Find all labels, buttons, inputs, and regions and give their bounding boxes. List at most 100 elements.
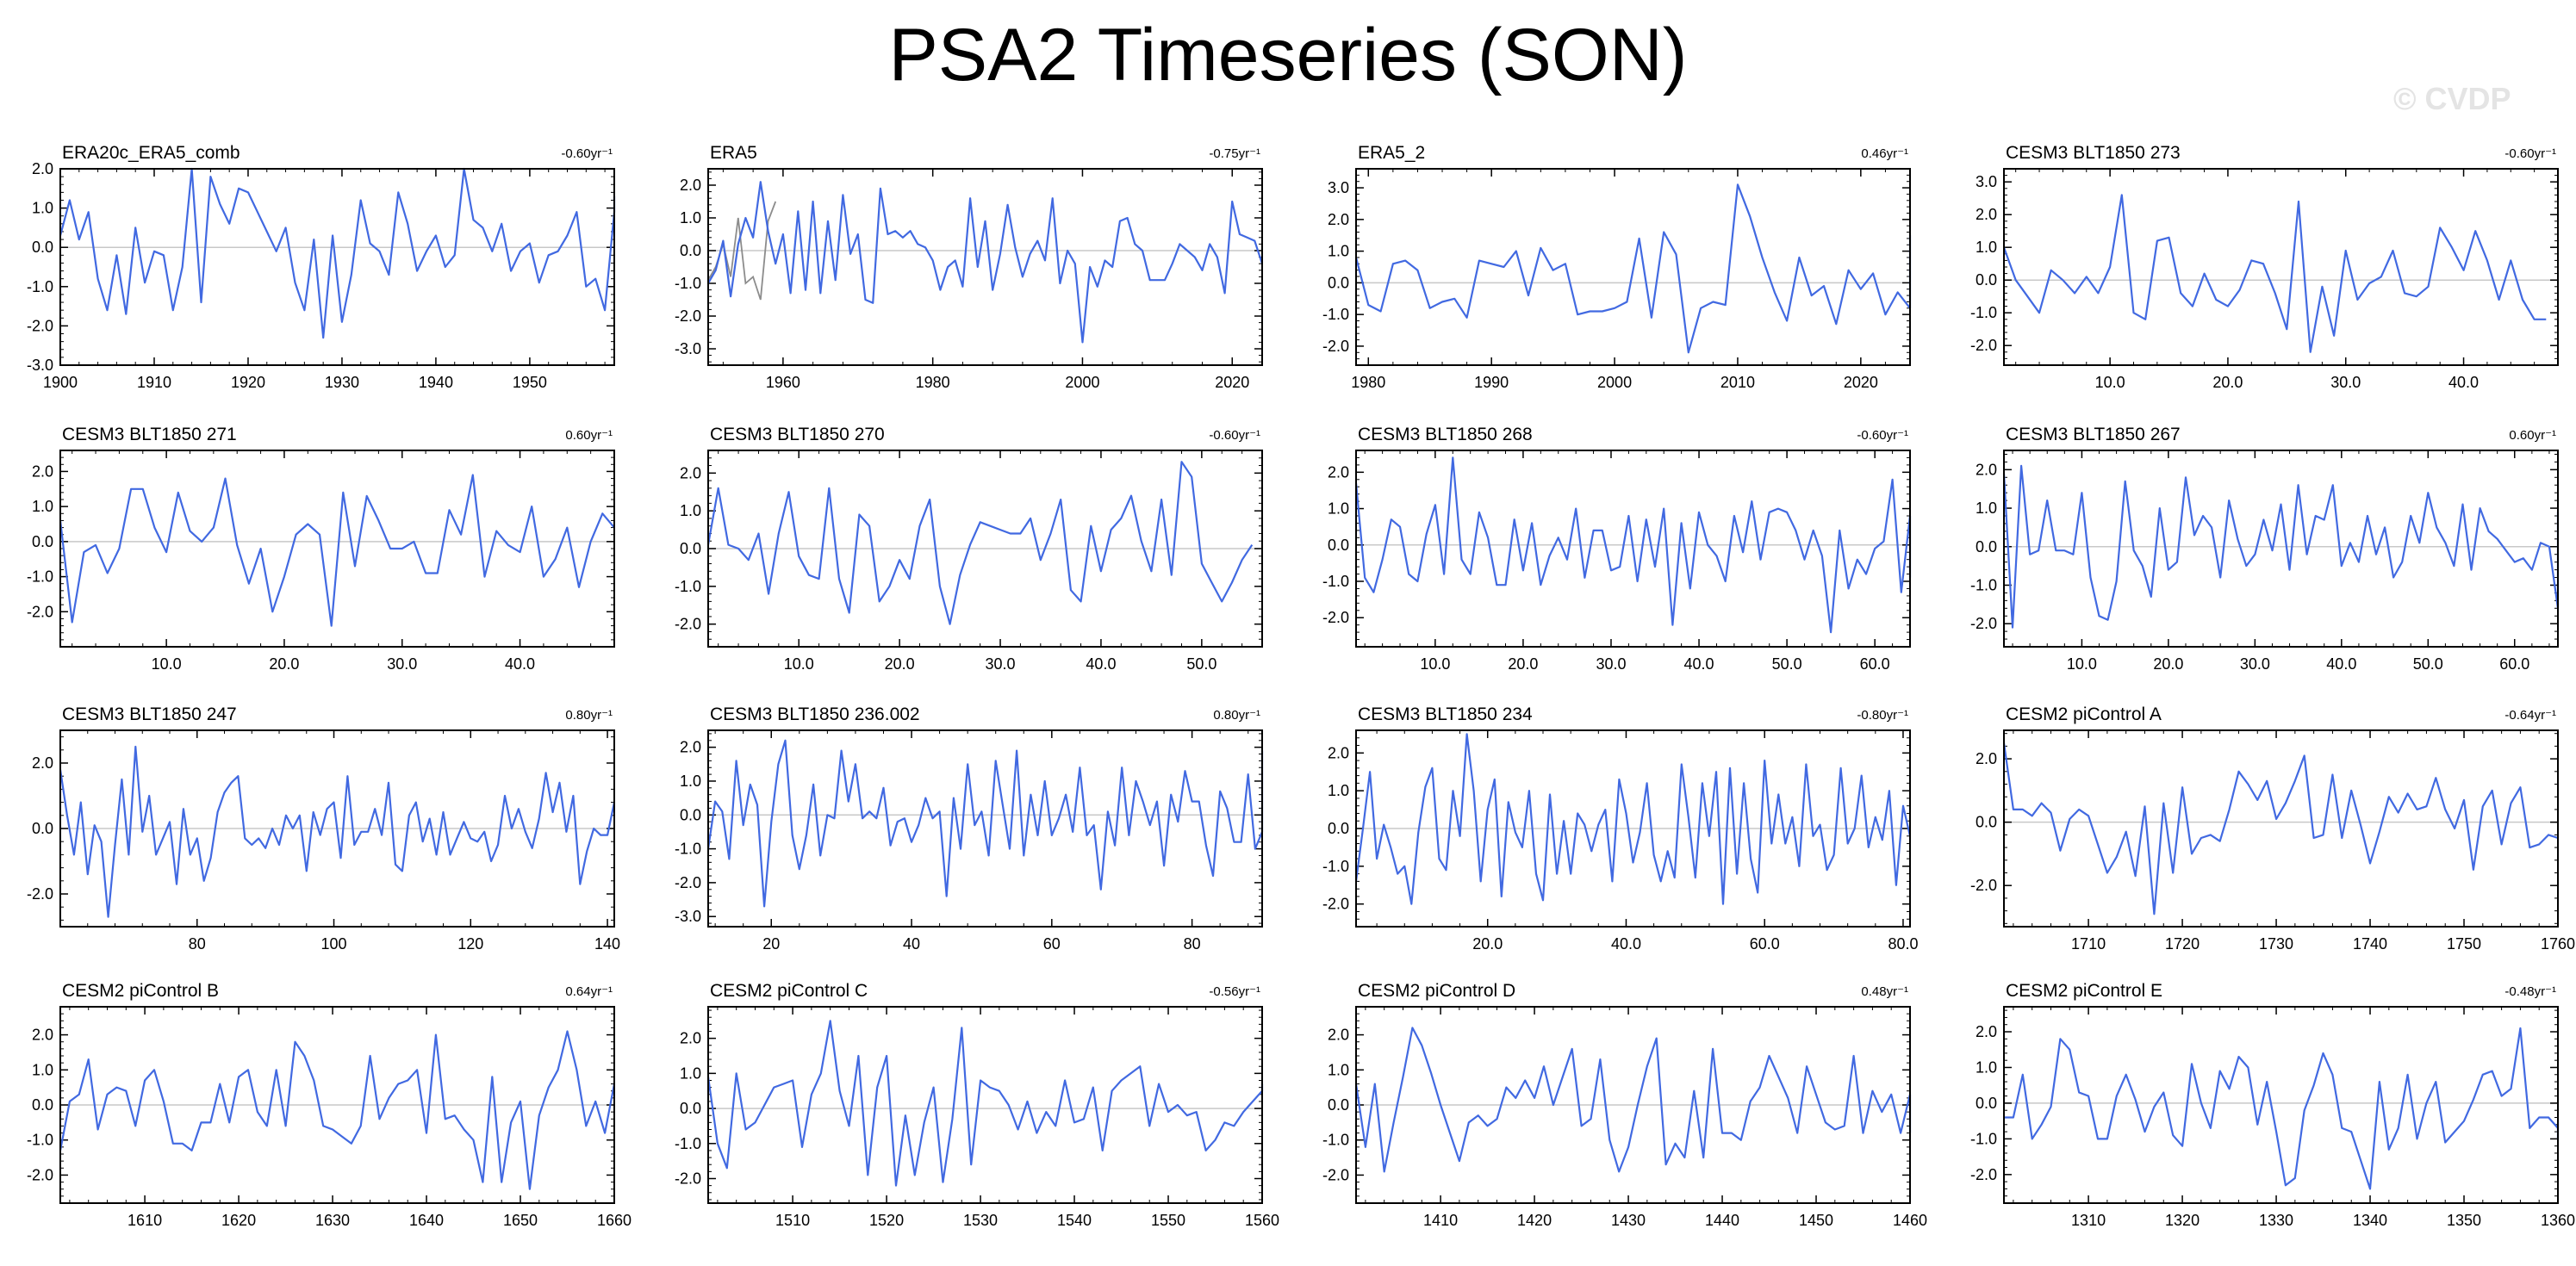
y-tick-label: -1.0 xyxy=(675,1135,701,1152)
y-tick-label: 0.0 xyxy=(1328,1096,1349,1114)
panel-11: CESM2 piControl A -0.64yr⁻¹ -2.0 0.0 2.0 1710… xyxy=(1970,704,2575,953)
panel-5: CESM3 BLT1850 270 -0.60yr⁻¹ -2.0 -1.0 0.0 1.0… xyxy=(675,425,1263,673)
x-tick-label: 120 xyxy=(457,935,483,953)
x-tick-label: 80 xyxy=(1184,935,1201,953)
x-tick-label: 1450 xyxy=(1799,1212,1833,1229)
panel-trend: -0.48yr⁻¹ xyxy=(2504,984,2556,999)
y-tick-label: 2.0 xyxy=(32,754,53,772)
y-tick-label: 2.0 xyxy=(1328,211,1349,228)
y-tick-label: -2.0 xyxy=(27,885,53,903)
x-tick-label: 1630 xyxy=(315,1212,350,1229)
x-tick-label: 30.0 xyxy=(2240,655,2270,673)
series-line xyxy=(59,474,615,627)
panel-0: ERA20c_ERA5_comb -0.60yr⁻¹ -3.0 -2.0 -1.0 0.0… xyxy=(27,143,616,391)
panel-frame xyxy=(1355,168,1911,366)
x-tick-label: 1310 xyxy=(2071,1212,2106,1229)
panel-trend: -0.60yr⁻¹ xyxy=(1857,428,1908,443)
x-tick-label: 20.0 xyxy=(885,655,915,673)
x-tick-label: 1640 xyxy=(409,1212,444,1229)
x-tick-label: 1920 xyxy=(231,374,265,391)
x-tick-label: 2000 xyxy=(1597,374,1632,391)
x-tick-label: 1900 xyxy=(43,374,78,391)
y-tick-label: 2.0 xyxy=(32,462,53,480)
panel-frame xyxy=(59,729,615,928)
panel-7: CESM3 BLT1850 267 0.60yr⁻¹ -2.0 -1.0 0.0 1.0 2… xyxy=(1970,425,2560,673)
x-tick-label: 2020 xyxy=(1844,374,1878,391)
x-tick-label: 1330 xyxy=(2259,1212,2293,1229)
y-tick-label: 0.0 xyxy=(32,533,53,550)
x-tick-label: 1710 xyxy=(2071,935,2106,953)
panel-trend: -0.64yr⁻¹ xyxy=(2504,708,2556,723)
y-tick-label: 1.0 xyxy=(680,209,701,227)
panel-9: CESM3 BLT1850 236.002 0.80yr⁻¹ -3.0 -2.0 -1.… xyxy=(675,704,1264,953)
y-tick-label: 3.0 xyxy=(1976,173,1997,190)
y-tick-label: 0.0 xyxy=(1328,820,1349,837)
y-tick-label: 1.0 xyxy=(32,498,53,515)
y-tick-label: -1.0 xyxy=(1970,576,1997,593)
y-tick-label: -2.0 xyxy=(1970,877,1997,894)
panel-title: ERA5 xyxy=(710,143,757,163)
panel-trend: 0.46yr⁻¹ xyxy=(1861,146,1908,161)
panel-trend: -0.60yr⁻¹ xyxy=(1209,428,1260,443)
x-tick-label: 1730 xyxy=(2259,935,2293,953)
series-line xyxy=(706,739,1264,908)
y-tick-label: 2.0 xyxy=(1976,461,1997,478)
x-tick-label: 30.0 xyxy=(1596,655,1626,673)
y-tick-label: 2.0 xyxy=(680,464,701,481)
y-tick-label: -2.0 xyxy=(675,307,701,325)
series-line xyxy=(2002,194,2547,353)
x-tick-label: 140 xyxy=(594,935,620,953)
x-tick-label: 1510 xyxy=(775,1212,810,1229)
x-tick-label: 20.0 xyxy=(1472,935,1503,953)
x-tick-label: 10.0 xyxy=(784,655,814,673)
panel-15: CESM2 piControl E -0.48yr⁻¹ -2.0 -1.0 0.0 1.0… xyxy=(1970,981,2575,1229)
panel-trend: 0.80yr⁻¹ xyxy=(565,708,613,723)
y-tick-label: -3.0 xyxy=(27,357,53,374)
panel-frame xyxy=(707,168,1263,366)
panel-12: CESM2 piControl B 0.64yr⁻¹ -2.0 -1.0 0.0 1.0 2… xyxy=(27,981,632,1229)
y-tick-label: 2.0 xyxy=(1328,744,1349,761)
x-tick-label: 1530 xyxy=(963,1212,998,1229)
panel-trend: -0.60yr⁻¹ xyxy=(561,146,613,161)
x-tick-label: 60.0 xyxy=(1750,935,1780,953)
y-tick-label: -1.0 xyxy=(1322,573,1349,590)
y-tick-label: 1.0 xyxy=(32,200,53,217)
x-tick-label: 10.0 xyxy=(1420,655,1450,673)
y-tick-label: 0.0 xyxy=(32,1096,53,1114)
panel-trend: 0.80yr⁻¹ xyxy=(1213,708,1260,723)
panel-trend: 0.60yr⁻¹ xyxy=(565,428,613,443)
x-tick-label: 1950 xyxy=(513,374,547,391)
y-tick-label: 0.0 xyxy=(680,540,701,557)
y-tick-label: -1.0 xyxy=(675,275,701,292)
y-tick-label: 1.0 xyxy=(1328,1061,1349,1078)
x-tick-label: 1750 xyxy=(2447,935,2481,953)
x-tick-label: 1420 xyxy=(1517,1212,1552,1229)
panel-2: ERA5_2 0.46yr⁻¹ -2.0 -1.0 0.0 1.0 2.0 3.0 1980 19… xyxy=(1322,143,1912,391)
panel-frame xyxy=(2003,729,2559,928)
y-tick-label: -2.0 xyxy=(1322,896,1349,913)
x-tick-label: 1550 xyxy=(1151,1212,1185,1229)
x-tick-label: 1650 xyxy=(503,1212,538,1229)
x-tick-label: 1540 xyxy=(1057,1212,1092,1229)
y-tick-label: 0.0 xyxy=(1976,1095,1997,1112)
panel-10: CESM3 BLT1850 234 -0.80yr⁻¹ -2.0 -1.0 0.0 1.0… xyxy=(1322,704,1919,953)
x-tick-label: 40.0 xyxy=(1684,655,1714,673)
panel-3: CESM3 BLT1850 273 -0.60yr⁻¹ -2.0 -1.0 0.0 1.0… xyxy=(1970,143,2559,391)
y-tick-label: 0.0 xyxy=(680,242,701,259)
series-line xyxy=(706,1020,1264,1187)
x-tick-label: 1410 xyxy=(1423,1212,1458,1229)
panel-title: ERA20c_ERA5_comb xyxy=(62,143,240,163)
panel-title: CESM3 BLT1850 236.002 xyxy=(710,704,920,724)
panel-title: CESM2 piControl C xyxy=(710,981,868,1001)
x-tick-label: 1910 xyxy=(137,374,171,391)
x-tick-label: 20.0 xyxy=(2153,655,2183,673)
y-tick-label: -2.0 xyxy=(675,874,701,891)
cvdp-watermark: © CVDP xyxy=(2393,81,2511,116)
y-tick-label: 0.0 xyxy=(1976,538,1997,555)
panel-title: CESM2 piControl B xyxy=(62,981,219,1001)
x-tick-label: 20.0 xyxy=(269,655,299,673)
y-tick-label: 2.0 xyxy=(680,739,701,756)
panel-frame xyxy=(2003,450,2559,648)
panel-title: CESM2 piControl A xyxy=(2006,704,2162,724)
